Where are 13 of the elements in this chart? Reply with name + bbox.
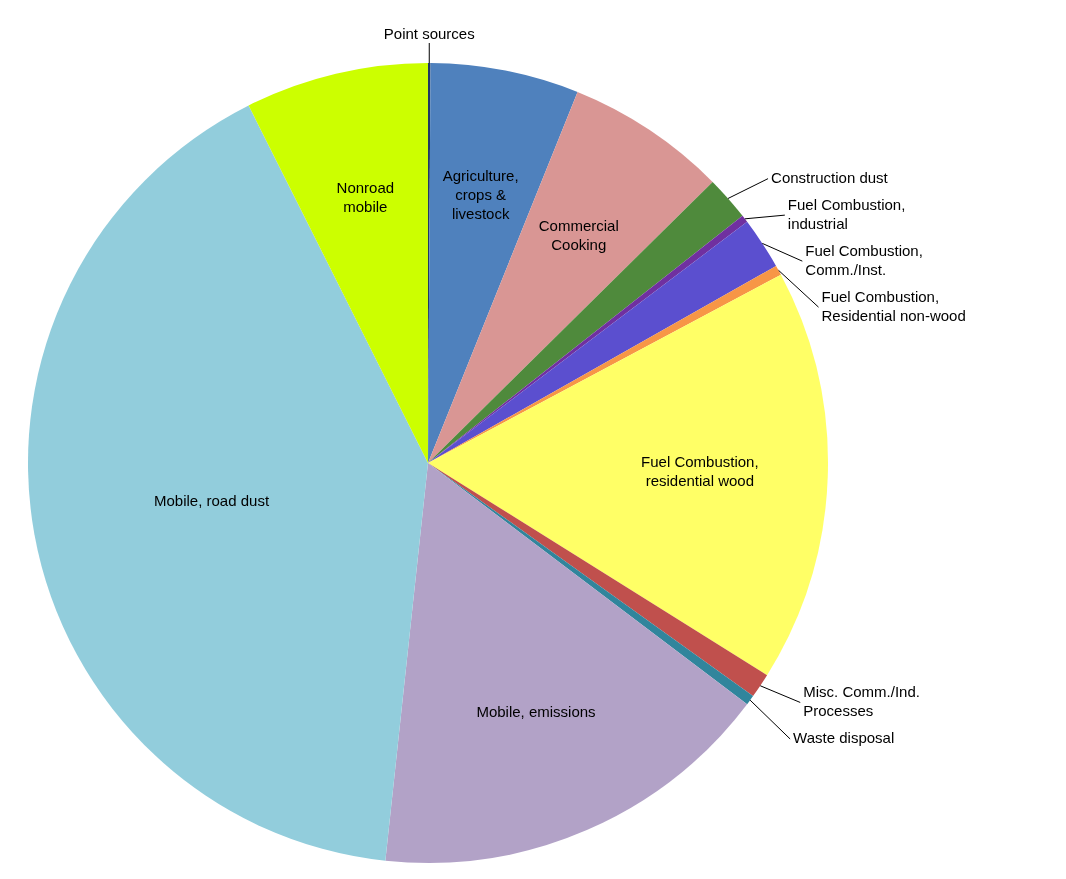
slice-label: Agriculture, crops & livestock (442, 167, 519, 223)
slice-label: Point sources (383, 25, 475, 43)
slice-label: Commercial Cooking (538, 217, 619, 254)
slice-label: Mobile, emissions (476, 702, 596, 720)
slice-label: Nonroad mobile (336, 178, 395, 215)
slice-label: Mobile, road dust (153, 492, 270, 510)
slice-label: Fuel Combustion, Comm./Inst. (805, 241, 923, 278)
slice-label: Fuel Combustion, residential wood (641, 453, 759, 490)
slice-label: Misc. Comm./Ind. Processes (803, 683, 920, 720)
slice-label: Construction dust (771, 168, 889, 186)
slice-label: Fuel Combustion, industrial (787, 195, 906, 232)
slice-label: Fuel Combustion, Residential non-wood (821, 287, 966, 324)
slice-label: Waste disposal (793, 729, 895, 747)
